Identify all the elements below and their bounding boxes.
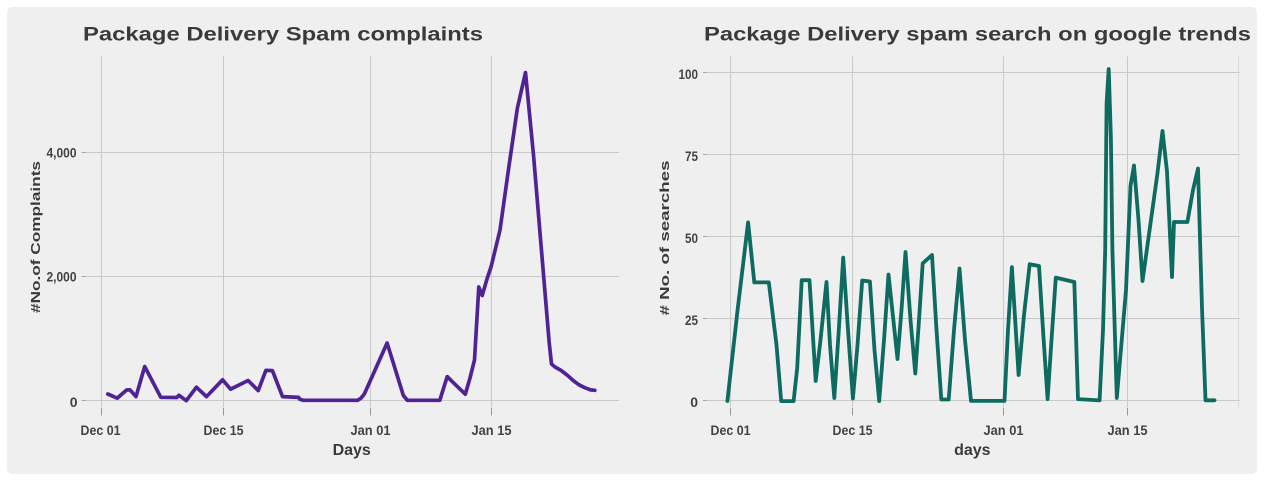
svg-text:Dec 15: Dec 15 (833, 422, 873, 438)
svg-text:Jan 15: Jan 15 (1108, 422, 1148, 438)
svg-text:2,000: 2,000 (47, 269, 77, 285)
svg-text:days: days (954, 442, 991, 459)
svg-text:75: 75 (685, 148, 698, 164)
svg-text:Package Delivery Spam complain: Package Delivery Spam complaints (83, 24, 483, 46)
svg-text:4,000: 4,000 (47, 145, 77, 161)
svg-text:Package Delivery spam search o: Package Delivery spam search on google t… (704, 24, 1251, 46)
svg-text:#No.of Complaints: #No.of Complaints (28, 161, 43, 313)
svg-text:25: 25 (685, 312, 698, 328)
svg-text:Dec 01: Dec 01 (711, 422, 751, 438)
svg-text:50: 50 (685, 230, 698, 246)
svg-text:Days: Days (333, 442, 371, 459)
svg-text:Dec 15: Dec 15 (204, 422, 244, 438)
svg-text:100: 100 (679, 66, 699, 82)
svg-text:# No. of searches: # No. of searches (657, 161, 672, 316)
svg-text:Jan 01: Jan 01 (984, 422, 1024, 438)
svg-text:0: 0 (70, 394, 78, 410)
svg-text:Jan 01: Jan 01 (351, 422, 391, 438)
svg-text:Dec 01: Dec 01 (81, 422, 121, 438)
svg-text:Jan 15: Jan 15 (472, 422, 512, 438)
svg-text:0: 0 (690, 394, 698, 410)
